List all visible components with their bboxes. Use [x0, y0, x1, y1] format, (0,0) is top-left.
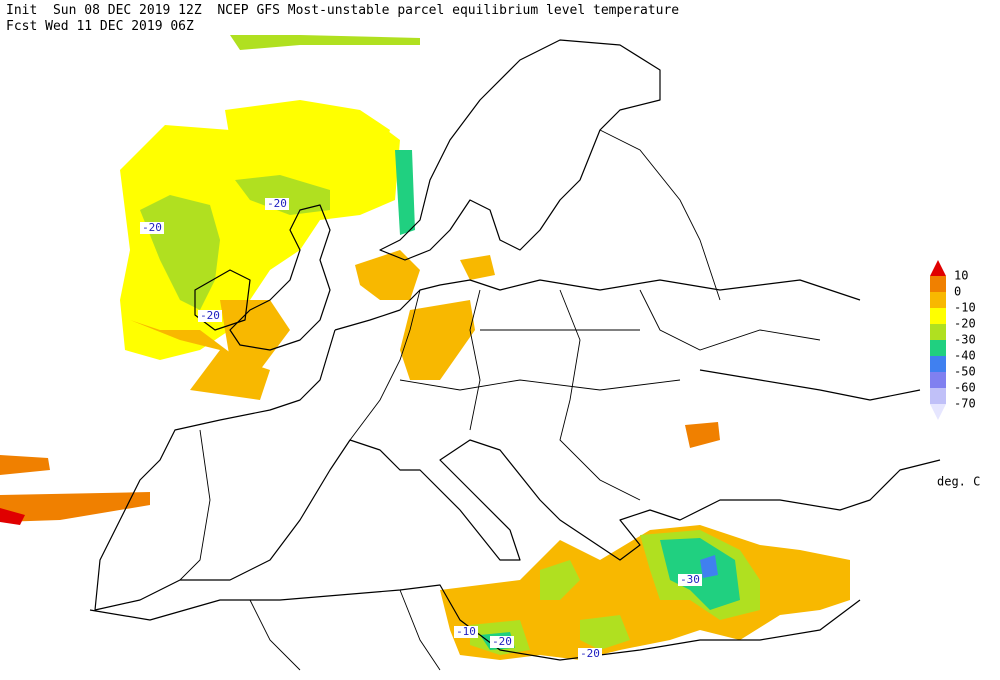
colorbar-triangle	[930, 260, 946, 276]
colorbar-label: -10	[954, 301, 976, 315]
contour-label: -30	[680, 573, 700, 586]
contour-label: -20	[267, 197, 287, 210]
colorbar-label: -20	[954, 317, 976, 331]
colorbar-swatch	[930, 356, 946, 372]
colorbar-label: -50	[954, 365, 976, 379]
contour-label: -20	[200, 309, 220, 322]
contour-label-box	[265, 198, 289, 210]
colorbar-label: 10	[954, 269, 968, 283]
contour-label-box	[578, 648, 602, 660]
contour-label-box	[198, 310, 222, 322]
contour-label: -20	[492, 635, 512, 648]
colorbar-swatch	[930, 276, 946, 292]
country-border	[179, 129, 821, 671]
colorbar-swatch	[930, 388, 946, 404]
colorbar-swatch	[930, 324, 946, 340]
colorbar-swatch	[930, 292, 946, 308]
contour-label: -10	[456, 625, 476, 638]
header-line2: Fcst Wed 11 DEC 2019 06Z	[6, 19, 194, 34]
shaded-field	[0, 35, 850, 660]
contour-label: -20	[142, 221, 162, 234]
contour-labels: -20 -20 -20 -30 -10 -20 -20	[140, 197, 702, 660]
colorbar-label: -40	[954, 349, 976, 363]
contour-label-box	[454, 626, 478, 638]
colorbar-swatch	[930, 372, 946, 388]
legend-unit: deg. C	[937, 475, 980, 489]
colorbar-swatch	[930, 340, 946, 356]
colorbar-label: -70	[954, 397, 976, 411]
colorbar-label: 0	[954, 285, 961, 299]
coastline	[89, 39, 941, 661]
contour-label-box	[678, 574, 702, 586]
colorbar-label: -30	[954, 333, 976, 347]
contour-label-box	[490, 636, 514, 648]
colorbar-label: -60	[954, 381, 976, 395]
legend: deg. C 10 0 -10 -20 -30 -40 -50 -60 -70	[930, 260, 980, 489]
contour-label: -20	[580, 647, 600, 660]
colorbar-triangle	[930, 404, 946, 420]
colorbar-swatch	[930, 308, 946, 324]
contour-label-box	[140, 222, 164, 234]
header-line1: Init Sun 08 DEC 2019 12Z NCEP GFS Most-u…	[6, 3, 679, 18]
